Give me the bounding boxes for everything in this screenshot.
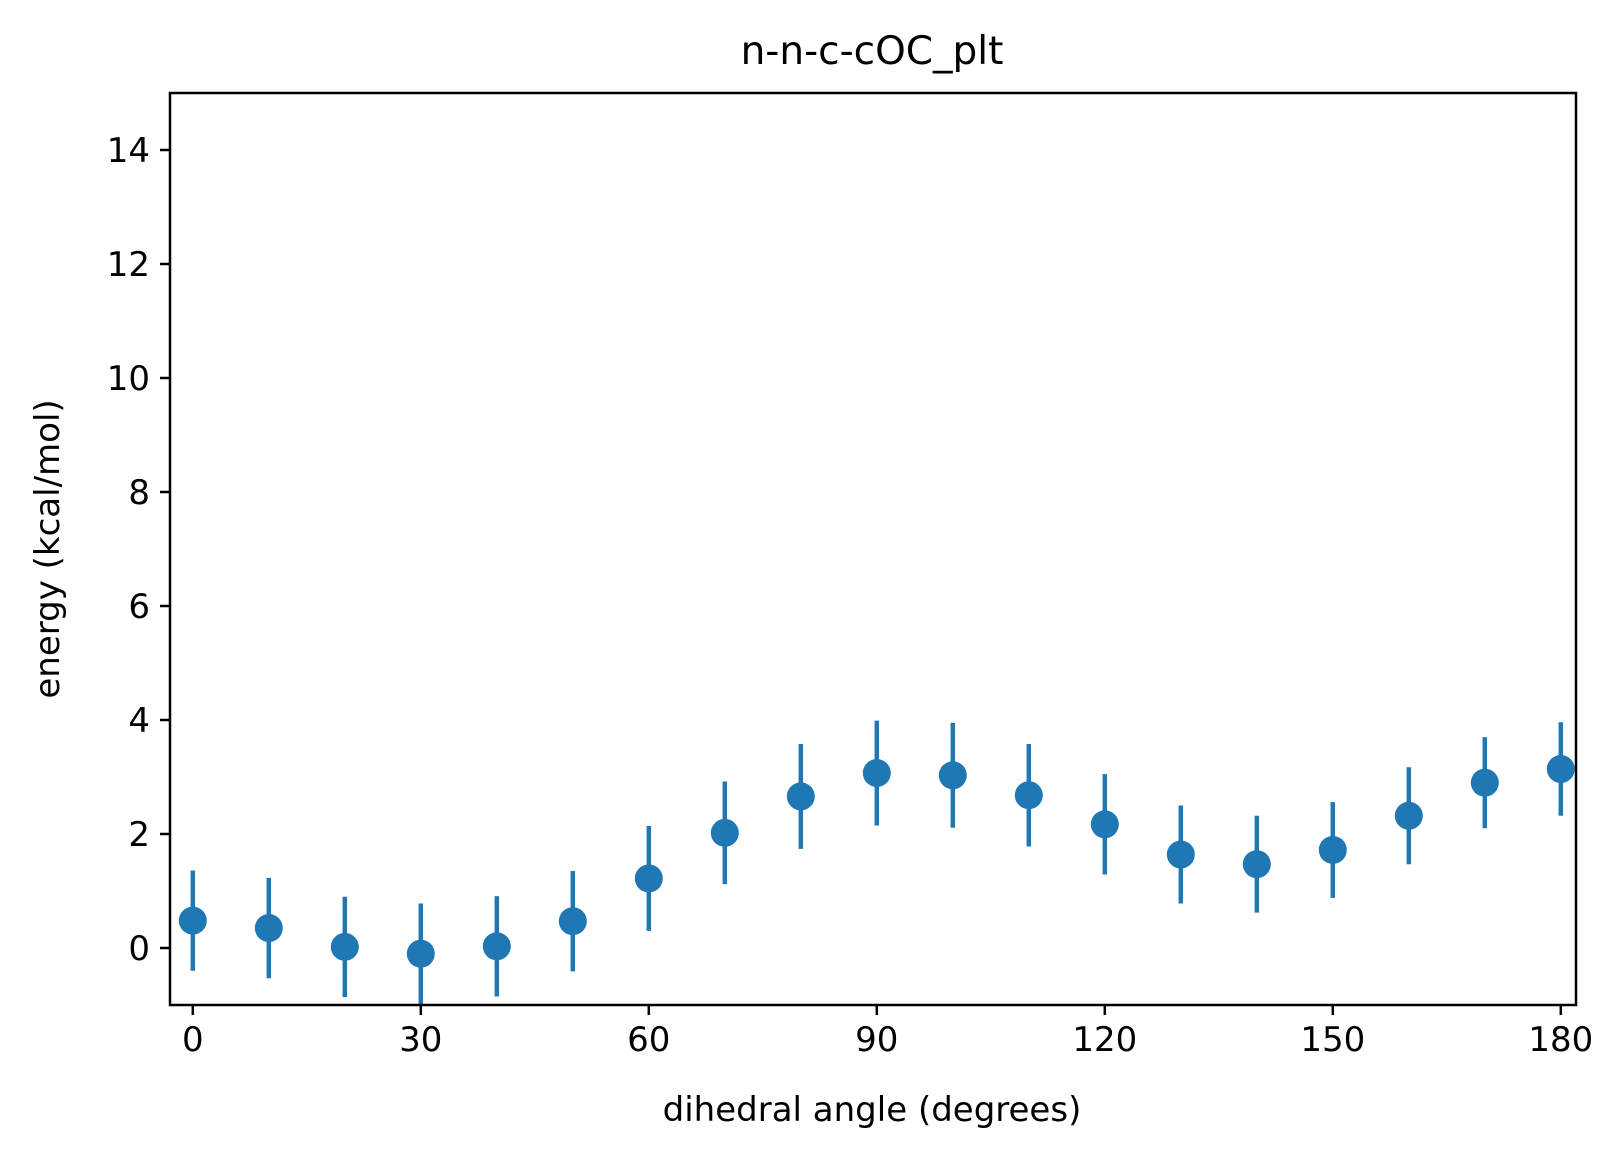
data-point (710, 818, 739, 847)
chart-title: n-n-c-cOC_plt (741, 29, 1004, 74)
data-point (406, 939, 435, 968)
y-tick-label: 4 (128, 701, 150, 741)
data-point (634, 864, 663, 893)
x-axis-label: dihedral angle (degrees) (663, 1090, 1082, 1130)
x-tick-label: 90 (855, 1020, 898, 1060)
x-tick-label: 180 (1528, 1020, 1593, 1060)
y-tick-label: 0 (128, 929, 150, 969)
data-point (254, 914, 283, 943)
data-point (1318, 835, 1347, 864)
y-tick-label: 2 (128, 815, 150, 855)
data-point (1166, 840, 1195, 869)
data-point (1394, 801, 1423, 830)
data-point (558, 907, 587, 936)
y-tick-label: 12 (107, 245, 150, 285)
axes-frame (168, 91, 1578, 1007)
data-point (862, 759, 891, 788)
data-point (1470, 768, 1499, 797)
y-tick-label: 6 (128, 587, 150, 627)
x-tick-label: 150 (1300, 1020, 1365, 1060)
data-point (482, 932, 511, 961)
x-tick-label: 30 (399, 1020, 442, 1060)
data-point (1242, 850, 1271, 879)
x-tick-label: 0 (182, 1020, 204, 1060)
y-tick-label: 14 (107, 131, 150, 171)
data-point (786, 782, 815, 811)
x-tick-label: 120 (1072, 1020, 1137, 1060)
data-point (1546, 755, 1575, 784)
data-point (1014, 781, 1043, 810)
data-point (938, 761, 967, 790)
data-point (330, 932, 359, 961)
y-axis: 0 2 4 6 8 10 12 14 (107, 131, 170, 969)
y-tick-label: 8 (128, 473, 150, 513)
data-point (1090, 810, 1119, 839)
plot-area (178, 720, 1575, 1004)
y-axis-label: energy (kcal/mol) (28, 399, 68, 698)
x-tick-label: 60 (627, 1020, 670, 1060)
x-axis: 0 30 60 90 120 150 180 (182, 1005, 1593, 1060)
data-point (178, 906, 207, 935)
y-tick-label: 10 (107, 359, 150, 399)
